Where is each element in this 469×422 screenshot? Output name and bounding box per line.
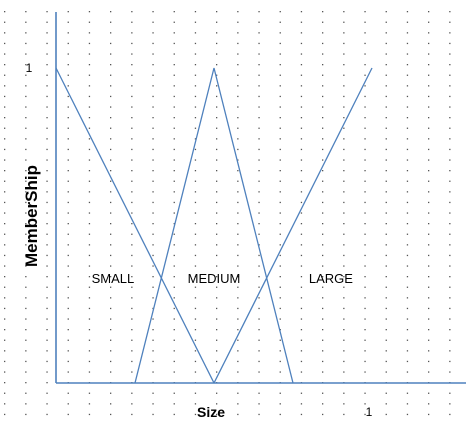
y-tick-label: 1 bbox=[26, 61, 33, 75]
x-axis-title: Size bbox=[197, 404, 225, 420]
series-line-1 bbox=[55, 67, 215, 384]
region-label-small: SMALL bbox=[92, 271, 135, 286]
x-tick-label: 1 bbox=[366, 405, 373, 419]
region-label-large: LARGE bbox=[309, 271, 353, 286]
series-line-2 bbox=[134, 67, 294, 384]
region-label-medium: MEDIUM bbox=[188, 271, 241, 286]
tick-labels: 11 bbox=[26, 61, 373, 419]
series-line-3 bbox=[213, 67, 373, 384]
grid-dots bbox=[4, 11, 451, 416]
region-labels: SMALL MEDIUM LARGE bbox=[92, 271, 354, 286]
y-axis-title: MemberShip bbox=[22, 165, 41, 267]
series-group bbox=[55, 67, 373, 384]
